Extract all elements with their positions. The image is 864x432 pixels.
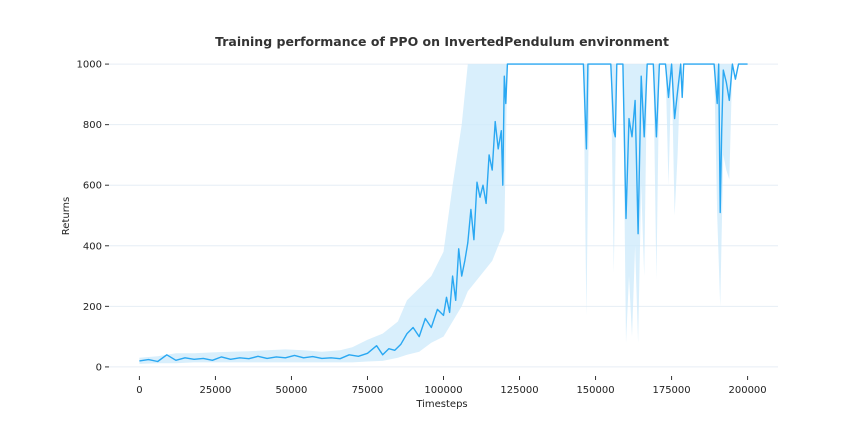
x-tick-label: 100000 (424, 385, 462, 396)
y-tick-label: 1000 (77, 60, 102, 71)
x-tick-label: 75000 (352, 385, 384, 396)
x-axis: 0 25000 50000 75000 100000 125000 150000 175000… (136, 376, 767, 396)
x-tick-label: 125000 (500, 385, 538, 396)
y-tick-label: 0 (96, 362, 102, 373)
x-tick-label: 200000 (728, 385, 766, 396)
x-tick-label: 25000 (200, 385, 232, 396)
grid-layer (109, 63, 778, 368)
x-tick-label: 175000 (652, 385, 690, 396)
y-axis: 0 200 400 600 800 1000 (77, 60, 109, 373)
y-tick-label: 600 (83, 181, 102, 192)
line-layer (139, 63, 748, 363)
confidence-band (139, 64, 748, 364)
band-layer (139, 64, 748, 364)
chart-title: Training performance of PPO on InvertedP… (215, 34, 669, 49)
x-axis-label: Timesteps (415, 399, 467, 410)
x-tick-label: 50000 (276, 385, 308, 396)
y-tick-label: 400 (83, 241, 102, 252)
x-tick-label: 0 (136, 385, 142, 396)
returns-line (139, 63, 748, 363)
y-axis-label: Returns (61, 197, 72, 235)
y-tick-label: 200 (83, 302, 102, 313)
y-tick-label: 800 (83, 120, 102, 131)
x-tick-label: 150000 (576, 385, 614, 396)
